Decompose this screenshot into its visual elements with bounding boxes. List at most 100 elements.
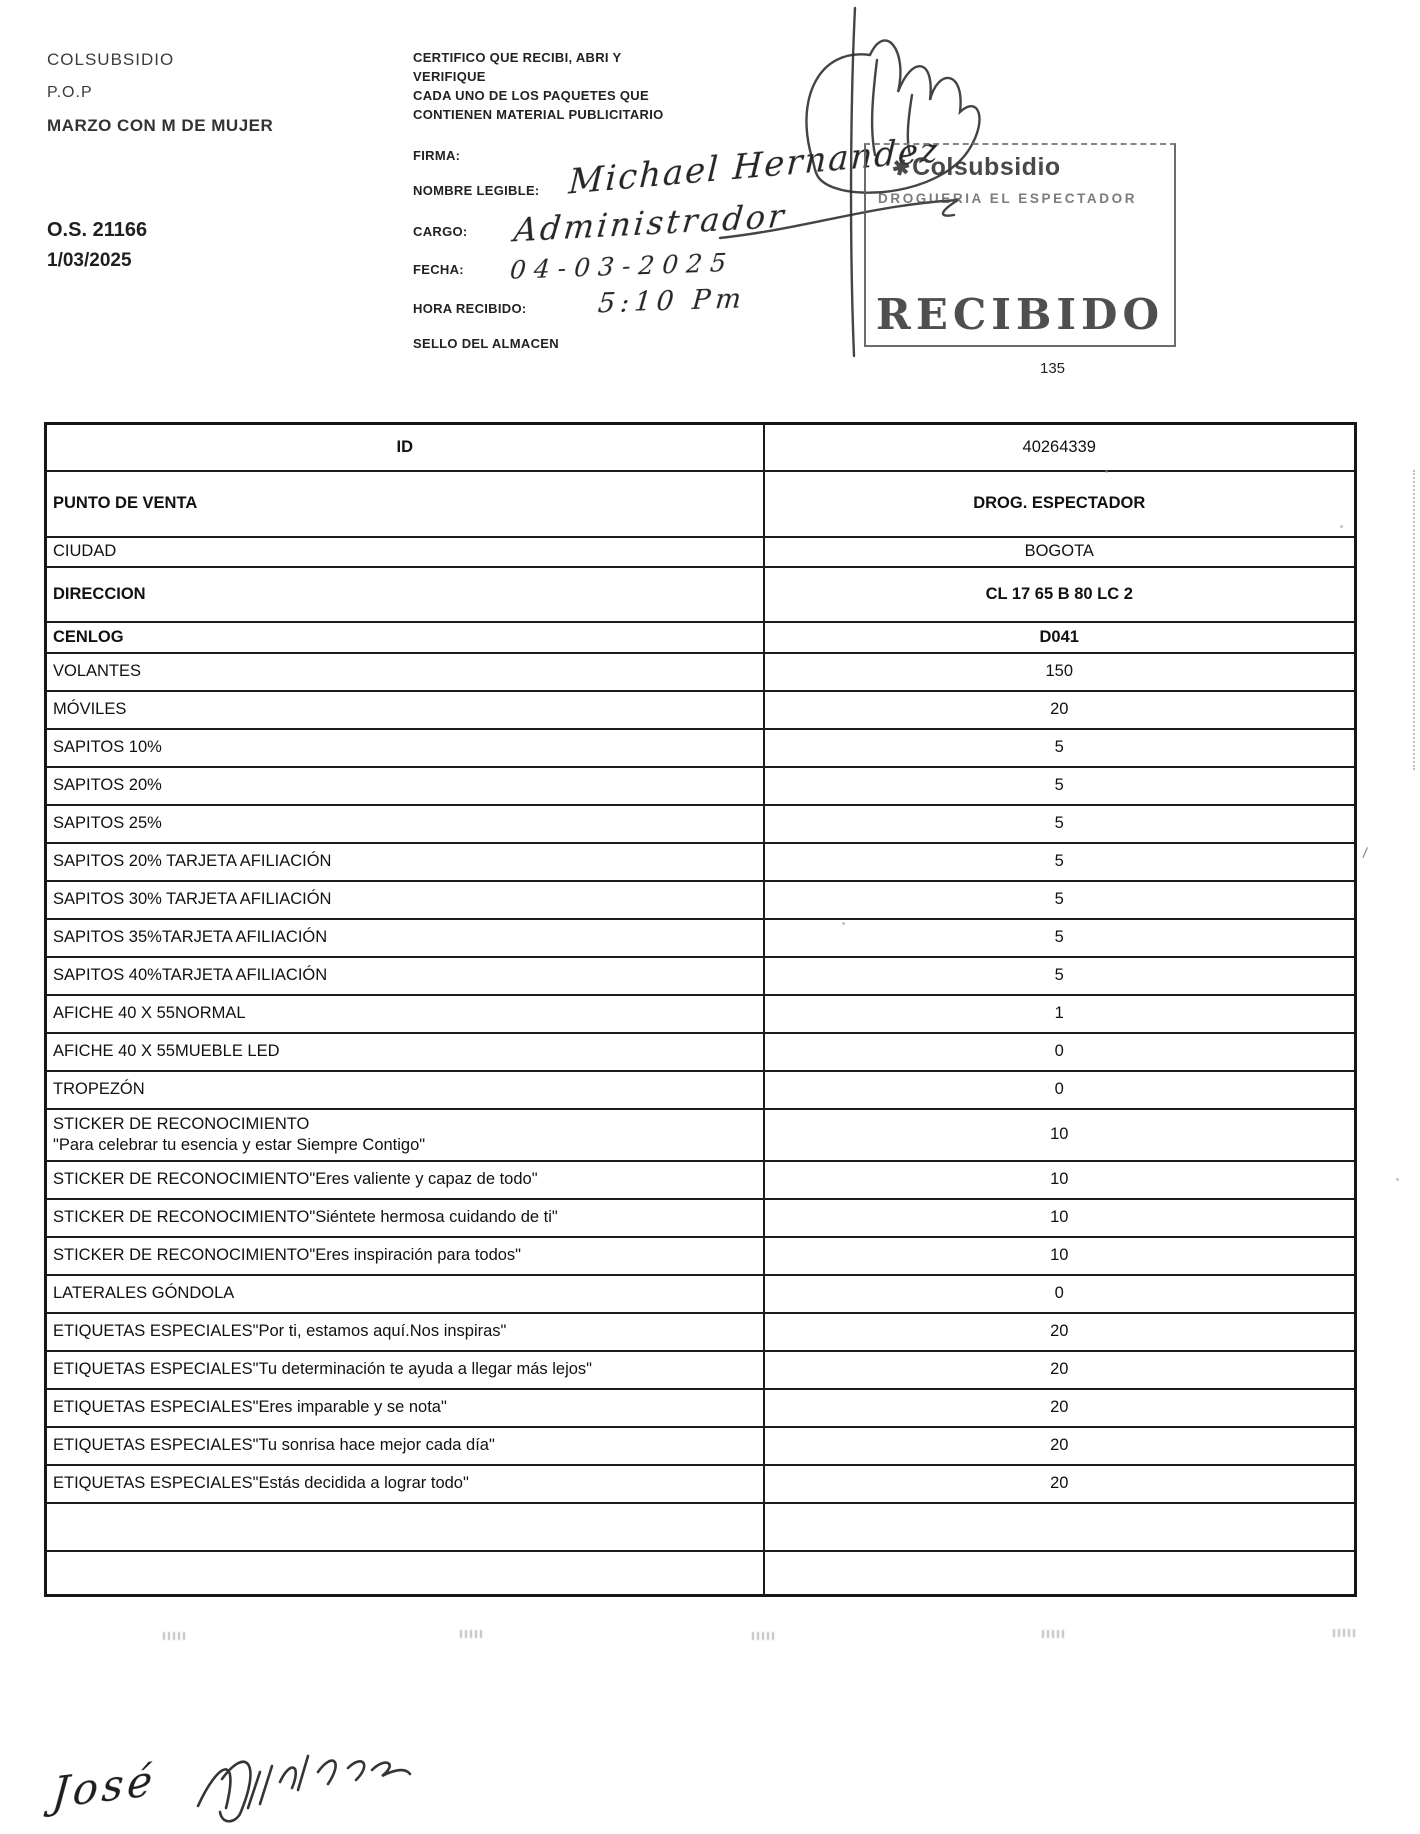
table-row: STICKER DE RECONOCIMIENTO"Eres valiente …: [44, 1159, 1357, 1200]
order-date: 1/03/2025: [47, 250, 132, 271]
scan-edge-artifact: [1413, 470, 1415, 770]
row-value: 5: [762, 727, 1357, 768]
table-row: CENLOG D041: [44, 620, 1357, 654]
scan-speck: [842, 922, 845, 925]
certification-statement: CONTIENEN MATERIAL PUBLICITARIO: [413, 107, 664, 122]
stamp-store-name: DROGUERIA EL ESPECTADOR: [878, 191, 1138, 206]
pop-label: P.O.P: [47, 84, 93, 101]
row-label: SAPITOS 30% TARJETA AFILIACIÓN: [44, 879, 765, 920]
scan-smudge: [460, 1630, 482, 1638]
nombre-legible-label: NOMBRE LEGIBLE:: [413, 183, 540, 198]
row-label: SAPITOS 10%: [44, 727, 765, 768]
colsubsidio-flower-icon: ✱: [889, 155, 913, 182]
row-label: STICKER DE RECONOCIMIENTO"Siéntete hermo…: [44, 1197, 765, 1238]
row-value: 5: [762, 955, 1357, 996]
company-name: COLSUBSIDIO: [47, 50, 175, 69]
footer-signature-name: José: [50, 1755, 159, 1818]
row-value: 20: [762, 1425, 1357, 1466]
pos-table-body: ID 40264339 PUNTO DE VENTA DROG. ESPECTADOR…: [44, 422, 1357, 1597]
footer-signature-scribble: [196, 1754, 412, 1823]
row-label: AFICHE 40 X 55NORMAL: [44, 993, 765, 1034]
scan-smudge: [752, 1632, 774, 1640]
hora-recibido-label: HORA RECIBIDO:: [413, 301, 527, 316]
row-value: 20: [762, 1463, 1357, 1504]
table-row: [44, 1501, 1357, 1552]
table-row: VOLANTES 150: [44, 651, 1357, 692]
scan-smudge: [163, 1632, 185, 1640]
table-row: AFICHE 40 X 55NORMAL 1: [44, 993, 1357, 1034]
row-label: STICKER DE RECONOCIMIENTO "Para celebrar…: [44, 1107, 765, 1162]
scan-speck: [1396, 1178, 1399, 1181]
table-row: STICKER DE RECONOCIMIENTO "Para celebrar…: [44, 1107, 1357, 1162]
row-value: 10: [762, 1197, 1357, 1238]
row-label: LATERALES GÓNDOLA: [44, 1273, 765, 1314]
table-row: ETIQUETAS ESPECIALES"Tu sonrisa hace mej…: [44, 1425, 1357, 1466]
row-label: VOLANTES: [44, 651, 765, 692]
row-value: 0: [762, 1273, 1357, 1314]
row-value: BOGOTA: [762, 535, 1357, 568]
table-row: ETIQUETAS ESPECIALES"Estás decidida a lo…: [44, 1463, 1357, 1504]
table-row: STICKER DE RECONOCIMIENTO"Eres inspiraci…: [44, 1235, 1357, 1276]
row-label: ETIQUETAS ESPECIALES"Estás decidida a lo…: [44, 1463, 765, 1504]
scan-smudge: [1042, 1630, 1064, 1638]
row-value: 10: [762, 1235, 1357, 1276]
row-label: PUNTO DE VENTA: [44, 469, 765, 538]
row-label: AFICHE 40 X 55MUEBLE LED: [44, 1031, 765, 1072]
row-label: ID: [44, 422, 765, 472]
row-value: 0: [762, 1069, 1357, 1110]
table-row: PUNTO DE VENTA DROG. ESPECTADOR: [44, 469, 1357, 538]
row-label: ETIQUETAS ESPECIALES"Tu sonrisa hace mej…: [44, 1425, 765, 1466]
table-row: ETIQUETAS ESPECIALES"Tu determinación te…: [44, 1349, 1357, 1390]
table-row: AFICHE 40 X 55MUEBLE LED 0: [44, 1031, 1357, 1072]
sello-almacen-label: SELLO DEL ALMACEN: [413, 336, 559, 351]
row-label: [44, 1549, 765, 1597]
handwritten-signature-scribble: [718, 6, 981, 358]
campaign-title: MARZO CON M DE MUJER: [47, 116, 274, 135]
row-value: 40264339: [762, 422, 1357, 472]
delivery-items-table: ID 40264339 PUNTO DE VENTA DROG. ESPECTADOR…: [44, 422, 1357, 1597]
certification-statement: CERTIFICO QUE RECIBI, ABRI Y: [413, 50, 622, 65]
order-number: O.S. 21166: [47, 219, 148, 241]
row-value: 20: [762, 1311, 1357, 1352]
row-value: [762, 1501, 1357, 1552]
row-value: 10: [762, 1107, 1357, 1162]
fecha-label: FECHA:: [413, 262, 464, 277]
row-value: 5: [762, 841, 1357, 882]
scan-speck: [1105, 470, 1108, 473]
page-number: 135: [1040, 360, 1066, 377]
row-label: MÓVILES: [44, 689, 765, 730]
table-row: ID 40264339: [44, 422, 1357, 472]
received-stamp: ✱Colsubsidio DROGUERIA EL ESPECTADOR REC…: [864, 143, 1176, 347]
table-row: SAPITOS 10% 5: [44, 727, 1357, 768]
row-value: 1: [762, 993, 1357, 1034]
row-label: DIRECCION: [44, 565, 765, 623]
table-row: SAPITOS 20% TARJETA AFILIACIÓN 5: [44, 841, 1357, 882]
row-label: CENLOG: [44, 620, 765, 654]
table-row: ETIQUETAS ESPECIALES"Eres imparable y se…: [44, 1387, 1357, 1428]
row-value: 10: [762, 1159, 1357, 1200]
scan-speck: [1340, 525, 1343, 528]
table-row: SAPITOS 20% 5: [44, 765, 1357, 806]
table-row: MÓVILES 20: [44, 689, 1357, 730]
row-label: ETIQUETAS ESPECIALES"Tu determinación te…: [44, 1349, 765, 1390]
row-label: [44, 1501, 765, 1552]
row-label: SAPITOS 25%: [44, 803, 765, 844]
row-value: 5: [762, 879, 1357, 920]
table-row: [44, 1549, 1357, 1597]
table-row: STICKER DE RECONOCIMIENTO"Siéntete hermo…: [44, 1197, 1357, 1238]
table-row: SAPITOS 25% 5: [44, 803, 1357, 844]
row-label: ETIQUETAS ESPECIALES"Eres imparable y se…: [44, 1387, 765, 1428]
firma-label: FIRMA:: [413, 148, 461, 163]
row-value: 150: [762, 651, 1357, 692]
row-label: ETIQUETAS ESPECIALES"Por ti, estamos aqu…: [44, 1311, 765, 1352]
row-value: 5: [762, 765, 1357, 806]
row-value: 20: [762, 689, 1357, 730]
row-value: 0: [762, 1031, 1357, 1072]
row-value: 20: [762, 1349, 1357, 1390]
cargo-label: CARGO:: [413, 224, 468, 239]
row-value: [762, 1549, 1357, 1597]
row-value: CL 17 65 B 80 LC 2: [762, 565, 1357, 623]
scan-smudge: [1333, 1629, 1355, 1637]
certification-statement: VERIFIQUE: [413, 69, 486, 84]
